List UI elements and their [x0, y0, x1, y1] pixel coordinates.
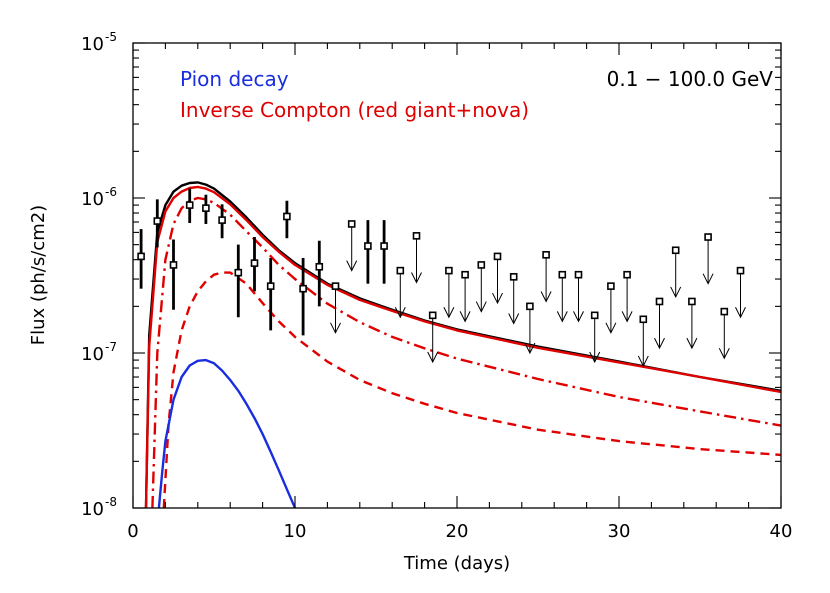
- upper-limit-17: [637, 315, 649, 368]
- upper-limit-7: [475, 261, 487, 313]
- upper-limit-19: [670, 246, 682, 299]
- upper-limit-3: [411, 232, 422, 284]
- detection-point-2: [169, 239, 178, 310]
- upper-limit-14: [589, 311, 601, 364]
- detection-point-7: [250, 237, 259, 292]
- model-curves: [144, 181, 781, 508]
- detection-point-6: [234, 244, 243, 318]
- y-tick-exponent: -7: [105, 340, 117, 354]
- upper-limit-22: [718, 307, 730, 360]
- y-tick-exponent: -6: [105, 185, 117, 199]
- axis-ticks: [132, 42, 782, 509]
- upper-limit-18: [654, 297, 665, 350]
- data-points: [137, 188, 746, 368]
- detection-point-3: [185, 188, 194, 223]
- upper-limit-23: [735, 266, 746, 319]
- model-curve-4: [157, 358, 297, 508]
- detection-point-9: [283, 200, 291, 239]
- upper-limit-16: [621, 270, 633, 323]
- detection-point-0: [137, 229, 145, 289]
- y-tick-label: 10: [81, 34, 104, 55]
- upper-limit-1: [346, 220, 358, 272]
- x-tick-label: 20: [446, 521, 469, 542]
- detection-point-4: [202, 194, 210, 224]
- model-curve-2: [151, 196, 781, 508]
- upper-limit-12: [556, 270, 568, 323]
- energy-range-label: 0.1 − 100.0 GeV: [607, 67, 774, 91]
- x-tick-label: 30: [608, 521, 631, 542]
- upper-limit-21: [702, 233, 714, 285]
- upper-limit-4: [427, 311, 439, 364]
- legend-inverse-compton: Inverse Compton (red giant+nova): [180, 98, 529, 122]
- upper-limit-11: [540, 251, 552, 303]
- detection-point-8: [266, 258, 275, 331]
- model-curve-1: [144, 185, 781, 508]
- detection-point-11: [315, 240, 324, 307]
- y-tick-label: 10: [81, 499, 104, 520]
- upper-limit-13: [573, 270, 584, 323]
- detection-point-12: [364, 220, 372, 284]
- upper-limit-0: [330, 282, 341, 334]
- upper-limit-15: [605, 282, 617, 334]
- y-axis-label: Flux (ph/s/cm2): [28, 205, 49, 345]
- upper-limit-9: [508, 273, 520, 325]
- x-tick-label: 40: [770, 521, 793, 542]
- model-curve-0: [144, 181, 781, 508]
- x-tick-label: 0: [127, 521, 138, 542]
- detection-point-1: [153, 199, 162, 248]
- upper-limit-8: [492, 252, 503, 305]
- legend-pion-decay: Pion decay: [180, 67, 289, 91]
- y-tick-label: 10: [81, 344, 104, 365]
- x-tick-label: 10: [284, 521, 307, 542]
- upper-limit-5: [443, 266, 455, 319]
- x-axis-label: Time (days): [403, 553, 510, 574]
- upper-limit-6: [459, 270, 471, 323]
- detection-point-13: [380, 220, 388, 284]
- upper-limit-10: [524, 302, 536, 355]
- y-tick-exponent: -5: [105, 30, 117, 44]
- detection-point-5: [218, 204, 226, 239]
- detection-point-10: [299, 258, 307, 336]
- upper-limit-2: [394, 266, 406, 319]
- y-tick-label: 10: [81, 189, 104, 210]
- y-tick-exponent: -8: [105, 495, 117, 509]
- upper-limit-20: [686, 297, 698, 350]
- model-curve-3: [162, 271, 781, 508]
